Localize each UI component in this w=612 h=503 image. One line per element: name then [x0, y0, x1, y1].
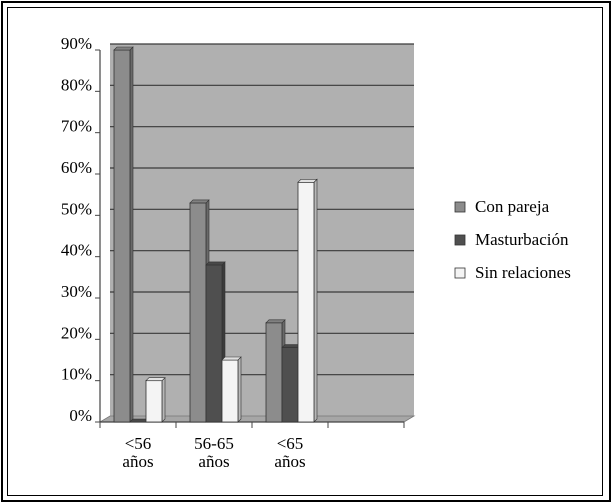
- legend-swatch: [454, 234, 466, 246]
- legend: Con pareja Masturbación Sin relaciones: [454, 197, 571, 282]
- bars: [113, 46, 318, 423]
- plot-area: [98, 43, 416, 423]
- x-tick-label-line: años: [198, 452, 229, 471]
- bar-top: [221, 356, 242, 361]
- y-tick-label: 80%: [61, 75, 92, 94]
- bar: [297, 181, 315, 423]
- x-tick-label-line: <65: [277, 434, 304, 453]
- axes: 0%10%20%30%40%50%60%70%80%90%<56 años56-6…: [61, 34, 405, 471]
- y-tick-label: 10%: [61, 365, 92, 384]
- x-tick-label: <65 años: [274, 434, 305, 471]
- x-tick-label-line: 56-65: [194, 434, 234, 453]
- plot-background: [110, 44, 414, 416]
- bar: [189, 202, 207, 423]
- x-tick-label-line: <56: [125, 434, 152, 453]
- bar: [281, 347, 299, 423]
- bar-top: [113, 46, 134, 51]
- bar-top: [189, 199, 210, 204]
- bar-side: [161, 376, 166, 423]
- bar-side: [129, 46, 134, 423]
- bar: [265, 322, 283, 423]
- y-tick-label: 40%: [61, 241, 92, 260]
- x-tick-label: 56-65 años: [194, 434, 234, 471]
- bar: [205, 264, 223, 423]
- legend-swatch: [454, 201, 466, 213]
- bar-top: [265, 319, 286, 324]
- legend-label: Con pareja: [475, 197, 550, 216]
- y-tick-label: 50%: [61, 199, 92, 218]
- legend-label: Masturbación: [475, 230, 569, 249]
- y-tick-label: 60%: [61, 158, 92, 177]
- y-tick-label: 30%: [61, 282, 92, 301]
- bar: [145, 380, 163, 423]
- bar-top: [205, 261, 226, 266]
- y-tick-label: 0%: [69, 406, 92, 425]
- inner-frame: [7, 7, 603, 496]
- x-tick-label-line: años: [274, 452, 305, 471]
- bar-top: [297, 178, 318, 183]
- x-tick-label-line: años: [122, 452, 153, 471]
- legend-label: Sin relaciones: [475, 263, 571, 282]
- x-tick-label: <56 años: [122, 434, 153, 471]
- legend-swatch: [454, 267, 466, 279]
- y-tick-label: 20%: [61, 323, 92, 342]
- bar: [113, 49, 131, 423]
- bar-side: [237, 356, 242, 423]
- bar-top: [145, 377, 166, 381]
- y-tick-label: 90%: [61, 34, 92, 53]
- bar-side: [313, 178, 318, 423]
- y-tick-label: 70%: [61, 117, 92, 136]
- bar: [221, 359, 239, 423]
